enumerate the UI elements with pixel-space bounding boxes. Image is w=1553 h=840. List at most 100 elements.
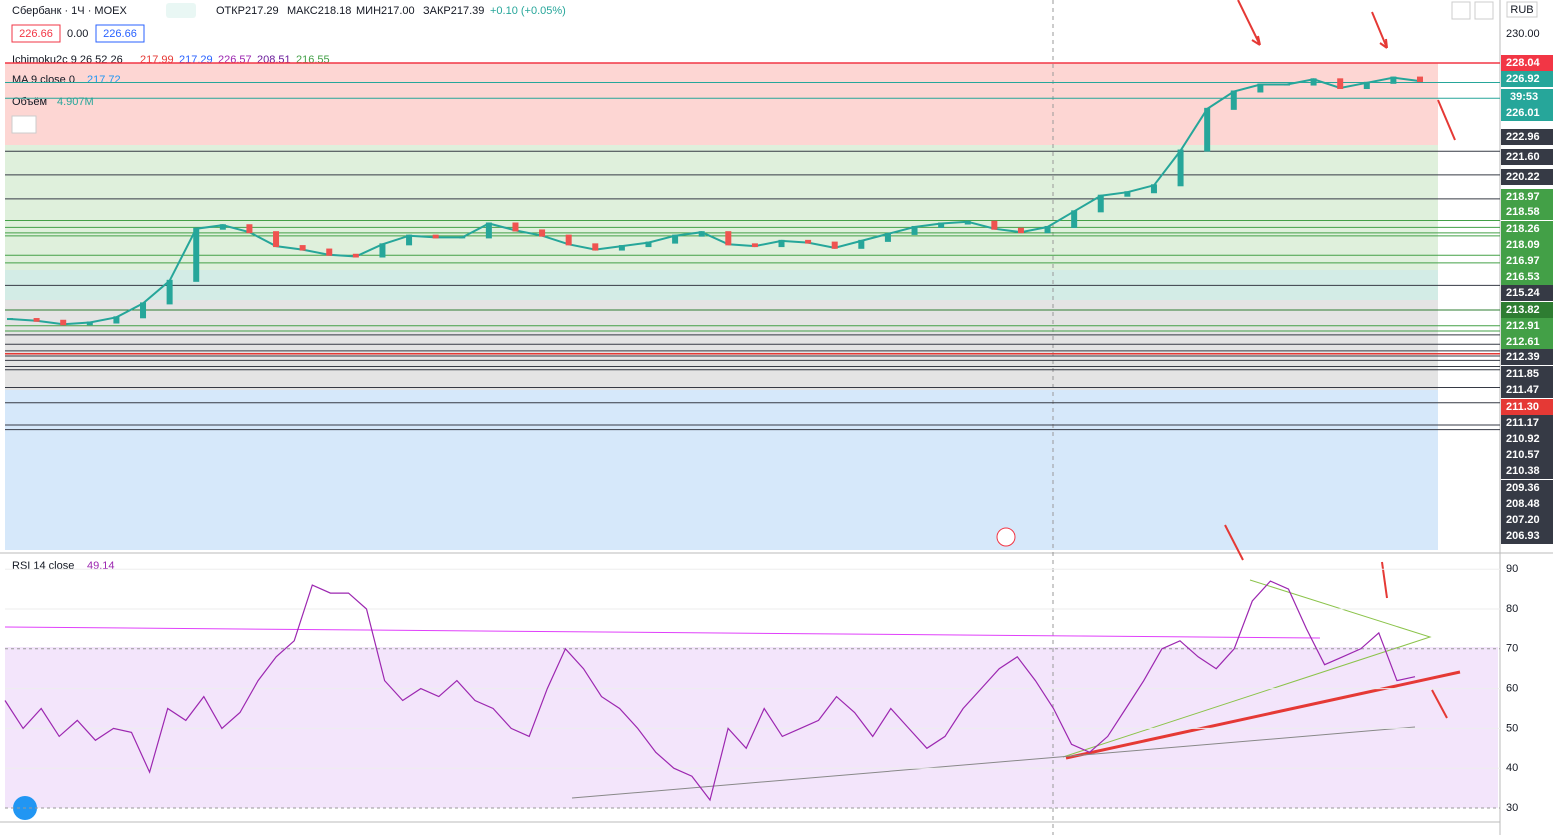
price-label: 218.97	[1506, 191, 1540, 203]
rsi-tick: 70	[1506, 643, 1518, 655]
candle	[219, 224, 226, 230]
rsi-tick: 60	[1506, 683, 1518, 695]
price-label: 211.17	[1506, 417, 1539, 429]
price-label: 228.04	[1506, 57, 1541, 69]
ma-label: MA 9 close 0	[12, 74, 75, 86]
price-label: 218.09	[1506, 239, 1540, 251]
countdown: 39:53	[1510, 91, 1538, 103]
rsi-trendlines	[4, 579, 1432, 799]
candle	[1310, 78, 1317, 86]
candle	[86, 321, 93, 326]
price-label: 207.20	[1506, 514, 1540, 526]
price-label: 226.92	[1506, 73, 1540, 85]
ichimoku-value: 216.55	[296, 54, 330, 66]
price-label-bg	[1501, 512, 1553, 528]
candle	[1230, 90, 1237, 110]
scroll-button[interactable]	[1451, 1, 1471, 20]
price-label: 220.22	[1506, 171, 1540, 183]
price-label-bg	[1501, 528, 1553, 544]
candle	[166, 279, 173, 305]
price-label-bg	[1501, 221, 1553, 237]
collapse-button[interactable]	[11, 115, 37, 134]
candle	[618, 245, 625, 251]
price-label-bg	[1501, 496, 1553, 512]
candle	[1097, 194, 1104, 213]
price-label-bg	[1501, 366, 1553, 382]
candle	[964, 220, 971, 225]
candle	[485, 222, 492, 239]
currency: RUB	[1510, 4, 1533, 16]
currency-box[interactable]	[1506, 1, 1538, 18]
volume-label: Объём	[12, 96, 47, 108]
rsi-line	[4, 580, 1416, 802]
price-label-bg	[1501, 302, 1553, 318]
price-label: 211.47	[1506, 384, 1539, 396]
close: ЗАКР217.39	[423, 5, 484, 17]
price-label: 215.24	[1506, 287, 1541, 299]
rsi-tick: 50	[1506, 722, 1518, 734]
candle	[7, 318, 13, 321]
ichimoku-value: 208.51	[257, 54, 291, 66]
candle	[565, 234, 572, 246]
price-label: 212.91	[1506, 320, 1540, 332]
price-label-bg	[1501, 269, 1553, 285]
price-label: 208.48	[1506, 498, 1540, 510]
candle	[512, 222, 519, 232]
rsi-value: 49.14	[87, 560, 115, 572]
reset-button[interactable]	[1474, 1, 1494, 20]
candle	[884, 232, 891, 242]
price-label: 212.61	[1506, 336, 1540, 348]
price-label-bg	[1501, 253, 1553, 269]
open: ОТКР217.29	[216, 5, 279, 17]
candle	[1017, 227, 1024, 234]
candle	[991, 220, 998, 230]
price-label-bg	[1501, 71, 1553, 87]
price-label: 211.30	[1506, 401, 1539, 413]
rsi-tick: 30	[1506, 802, 1518, 814]
price-label-bg	[1501, 399, 1553, 415]
candle	[751, 243, 758, 248]
price-label-bg	[1501, 349, 1553, 365]
candle	[1124, 191, 1131, 197]
price-label-bg	[1501, 189, 1553, 205]
candle	[140, 302, 147, 319]
price-label-bg	[1501, 318, 1553, 334]
candle	[352, 253, 359, 258]
candle	[246, 224, 253, 234]
candle	[672, 234, 679, 244]
ichimoku-value: 217.99	[140, 54, 174, 66]
low: МИН217.00	[356, 5, 415, 17]
price-label: 210.92	[1506, 433, 1540, 445]
candle	[1257, 83, 1264, 93]
box2-value: 226.66	[103, 28, 137, 40]
ichimoku-value: 217.29	[179, 54, 213, 66]
price-label-bg	[1501, 463, 1553, 479]
candle	[778, 239, 785, 248]
rsi-tick: 40	[1506, 762, 1518, 774]
candle	[938, 222, 945, 228]
candle	[113, 316, 120, 324]
price-label: 222.96	[1506, 131, 1540, 143]
zone-blue	[5, 390, 1438, 550]
box2	[95, 24, 145, 43]
price-label-bg	[1501, 129, 1553, 145]
candle	[831, 241, 838, 249]
candle	[1044, 225, 1051, 234]
candle	[805, 239, 812, 244]
candle	[698, 231, 705, 237]
candle	[1283, 83, 1290, 86]
candle	[645, 241, 652, 248]
candle	[193, 227, 200, 282]
price-label-bg	[1501, 169, 1553, 185]
status-icons[interactable]	[166, 3, 196, 18]
price-label-bg	[1501, 55, 1553, 71]
candle	[725, 231, 732, 246]
candle	[33, 318, 40, 322]
price-label-bg	[1501, 105, 1553, 121]
candle	[1150, 184, 1157, 194]
price-label-bg	[1501, 431, 1553, 447]
price-label: 216.53	[1506, 271, 1540, 283]
event-marker[interactable]	[996, 527, 1016, 547]
price-label: 221.60	[1506, 151, 1540, 163]
price-label: 206.93	[1506, 530, 1540, 542]
